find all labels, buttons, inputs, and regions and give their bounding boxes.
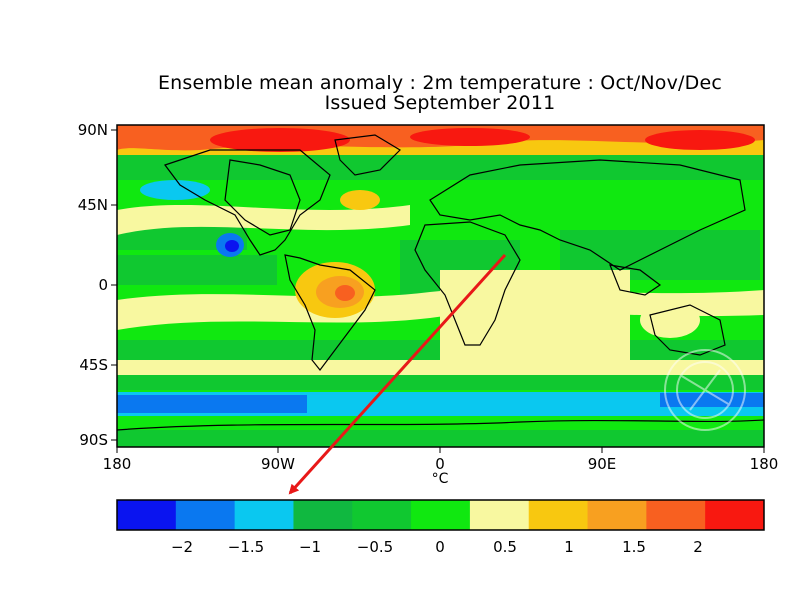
axis-ticks (111, 129, 765, 453)
x-tick-90e: 90E (587, 455, 617, 473)
x-tick-90w: 90W (261, 455, 295, 473)
colorbar-label: 0.5 (493, 538, 517, 556)
y-tick-90n: 90N (77, 121, 108, 139)
colorbar-label: 1.5 (622, 538, 646, 556)
y-tick-90s: 90S (79, 431, 108, 449)
colorbar-swatch (117, 500, 177, 530)
annotation-arrow (288, 253, 507, 495)
colorbar-frame (116, 499, 765, 531)
colorbar-swatch (234, 500, 294, 530)
colorbar-swatch (293, 500, 353, 530)
colorbar-swatch (528, 500, 589, 530)
colorbar-swatch (411, 500, 471, 530)
map-title: Ensemble mean anomaly : 2m temperature :… (157, 72, 723, 94)
x-tick-180w: 180 (102, 455, 132, 473)
colorbar-label: 2 (693, 538, 703, 556)
colorbar-swatch (646, 500, 706, 530)
colorbar-swatch (705, 500, 765, 530)
x-axis-unit: °C (431, 471, 449, 487)
x-tick-180e: 180 (749, 455, 779, 473)
colorbar-label: −2 (170, 538, 194, 556)
y-tick-45s: 45S (79, 356, 108, 374)
x-tick-0: 0 (435, 455, 445, 473)
colorbar-label: −0.5 (356, 538, 394, 556)
colorbar-label: 0 (435, 538, 445, 556)
colorbar-swatch (175, 500, 236, 530)
colorbar (116, 499, 765, 531)
colorbar-label: −1.5 (227, 538, 265, 556)
y-tick-45n: 45N (77, 196, 108, 214)
map-subtitle: Issued September 2011 (324, 92, 556, 114)
y-tick-0: 0 (98, 276, 108, 294)
colorbar-swatch (587, 500, 647, 530)
colorbar-label: 1 (564, 538, 574, 556)
temperature-anomaly-field (117, 125, 764, 447)
colorbar-label: −1 (298, 538, 322, 556)
watermark-logo (664, 349, 746, 431)
colorbar-swatch (352, 500, 412, 530)
colorbar-swatch (469, 500, 530, 530)
